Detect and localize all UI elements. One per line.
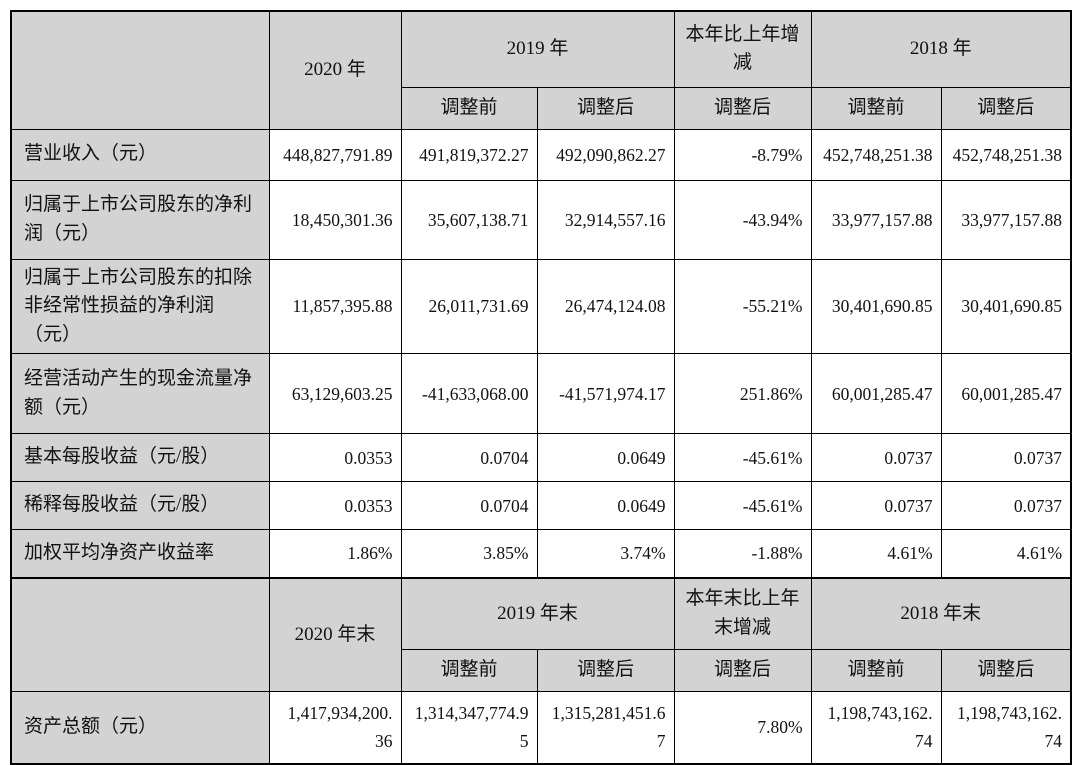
cell-value: 1,198,743,162.74 (940, 691, 1072, 764)
cell-value: 35,607,138.71 (400, 179, 538, 260)
table-row-total-assets: 资产总额（元） 1,417,934,200.36 1,314,347,774.9… (10, 691, 1072, 764)
table-row-revenue: 营业收入（元） 448,827,791.89 491,819,372.27 49… (10, 128, 1072, 181)
cell-value: 251.86% (673, 353, 812, 434)
section1-header-row-main: 2020 年 2019 年 本年比上年增减 2018 年 (10, 10, 1072, 130)
subheader-2018-post-adjust: 调整后 (940, 86, 1072, 130)
table-row-net-profit-excl-nonrecurring: 归属于上市公司股东的扣除非经常性损益的净利润（元） 11,857,395.88 … (10, 258, 1072, 354)
table-row-weighted-avg-roe: 加权平均净资产收益率 1.86% 3.85% 3.74% -1.88% 4.61… (10, 529, 1072, 578)
cell-value: -45.61% (673, 433, 812, 482)
cell-value: 448,827,791.89 (268, 128, 402, 181)
cell-value: 0.0649 (536, 433, 675, 482)
cell-value: 0.0737 (940, 433, 1072, 482)
cell-value: 1,315,281,451.67 (536, 691, 675, 764)
cell-value: 30,401,690.85 (940, 258, 1072, 354)
subheader-2019-post-adjust: 调整后 (536, 86, 675, 130)
cell-value: 60,001,285.47 (810, 353, 942, 434)
row-label: 加权平均净资产收益率 (10, 529, 270, 578)
cell-value: 33,977,157.88 (810, 179, 942, 260)
cell-value: 0.0649 (536, 481, 675, 530)
row-label: 资产总额（元） (10, 691, 270, 764)
cell-value: 1,314,347,774.95 (400, 691, 538, 764)
cell-value: 1,417,934,200.36 (268, 691, 402, 764)
subheader-2018-pre-adjust: 调整前 (810, 86, 942, 130)
cell-value: 3.74% (536, 529, 675, 578)
cell-value: 0.0737 (810, 433, 942, 482)
cell-value: 0.0737 (940, 481, 1072, 530)
header-yoy-change: 本年比上年增减 (673, 10, 812, 88)
section2-header-row-main: 2020 年末 2019 年末 本年末比上年末增减 2018 年末 (10, 576, 1072, 692)
cell-value: 1.86% (268, 529, 402, 578)
cell-value: 452,748,251.38 (810, 128, 942, 181)
subheader-yoy-post-adjust: 调整后 (673, 86, 812, 130)
cell-value: 0.0737 (810, 481, 942, 530)
cell-value: 60,001,285.47 (940, 353, 1072, 434)
cell-value: -1.88% (673, 529, 812, 578)
row-label: 营业收入（元） (10, 128, 270, 181)
cell-value: 26,474,124.08 (536, 258, 675, 354)
subheader-2018end-post-adjust: 调整后 (940, 649, 1072, 692)
header-year-2020: 2020 年 (268, 10, 402, 130)
header-year-end-2020: 2020 年末 (268, 576, 402, 692)
row-label: 经营活动产生的现金流量净额（元） (10, 353, 270, 434)
cell-value: 30,401,690.85 (810, 258, 942, 354)
cell-value: 4.61% (810, 529, 942, 578)
header-year-end-2018: 2018 年末 (810, 576, 1072, 650)
cell-value: 11,857,395.88 (268, 258, 402, 354)
subheader-2019end-post-adjust: 调整后 (536, 649, 675, 692)
cell-value: 452,748,251.38 (940, 128, 1072, 181)
table-row-operating-cash-flow: 经营活动产生的现金流量净额（元） 63,129,603.25 -41,633,0… (10, 353, 1072, 434)
cell-value: -41,633,068.00 (400, 353, 538, 434)
cell-value: 0.0704 (400, 481, 538, 530)
header-year-2018: 2018 年 (810, 10, 1072, 88)
cell-value: -41,571,974.17 (536, 353, 675, 434)
corner-cell-section2 (10, 576, 270, 692)
cell-value: 32,914,557.16 (536, 179, 675, 260)
cell-value: 0.0704 (400, 433, 538, 482)
row-label: 归属于上市公司股东的扣除非经常性损益的净利润（元） (10, 258, 270, 354)
cell-value: 4.61% (940, 529, 1072, 578)
cell-value: 0.0353 (268, 481, 402, 530)
row-label: 稀释每股收益（元/股） (10, 481, 270, 530)
financial-summary-table: 2020 年 2019 年 本年比上年增减 2018 年 调整前 调整后 调整后… (10, 10, 1073, 765)
header-year-end-2019: 2019 年末 (400, 576, 675, 650)
cell-value: -45.61% (673, 481, 812, 530)
subheader-2019-pre-adjust: 调整前 (400, 86, 538, 130)
cell-value: -8.79% (673, 128, 812, 181)
subheader-2018end-pre-adjust: 调整前 (810, 649, 942, 692)
row-label: 基本每股收益（元/股） (10, 433, 270, 482)
subheader-yoyend-post-adjust: 调整后 (673, 649, 812, 692)
cell-value: 63,129,603.25 (268, 353, 402, 434)
header-year-end-yoy-change: 本年末比上年末增减 (673, 576, 812, 650)
header-year-2019: 2019 年 (400, 10, 675, 88)
cell-value: 33,977,157.88 (940, 179, 1072, 260)
corner-cell-section1 (10, 10, 270, 130)
cell-value: 491,819,372.27 (400, 128, 538, 181)
cell-value: 1,198,743,162.74 (810, 691, 942, 764)
cell-value: -55.21% (673, 258, 812, 354)
cell-value: 0.0353 (268, 433, 402, 482)
cell-value: 7.80% (673, 691, 812, 764)
cell-value: 492,090,862.27 (536, 128, 675, 181)
cell-value: 26,011,731.69 (400, 258, 538, 354)
cell-value: -43.94% (673, 179, 812, 260)
cell-value: 3.85% (400, 529, 538, 578)
cell-value: 18,450,301.36 (268, 179, 402, 260)
table-row-basic-eps: 基本每股收益（元/股） 0.0353 0.0704 0.0649 -45.61%… (10, 433, 1072, 482)
table-row-diluted-eps: 稀释每股收益（元/股） 0.0353 0.0704 0.0649 -45.61%… (10, 481, 1072, 530)
section1-header-row-sub: 调整前 调整后 调整后 调整前 调整后 (11, 86, 1072, 130)
section2-header-row-sub: 调整前 调整后 调整后 调整前 调整后 (11, 649, 1072, 692)
table-row-net-profit: 归属于上市公司股东的净利润（元） 18,450,301.36 35,607,13… (10, 179, 1072, 260)
row-label: 归属于上市公司股东的净利润（元） (10, 179, 270, 260)
subheader-2019end-pre-adjust: 调整前 (400, 649, 538, 692)
